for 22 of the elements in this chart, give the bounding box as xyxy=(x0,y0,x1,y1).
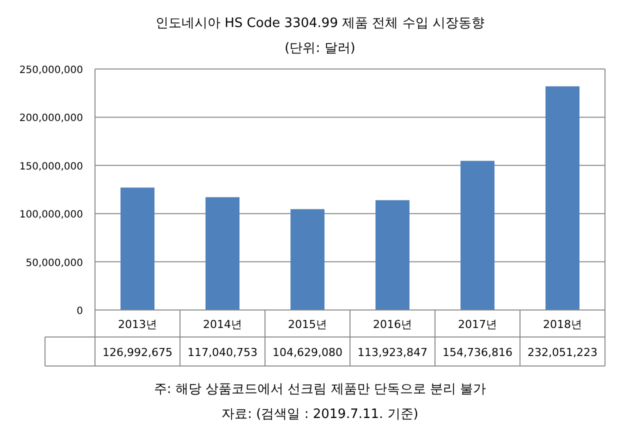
x-tick-label: 2017년 xyxy=(458,318,497,331)
x-tick-label: 2014년 xyxy=(203,318,242,331)
data-label: 113,923,847 xyxy=(358,346,428,359)
y-tick-label: 200,000,000 xyxy=(19,113,83,124)
text: 주: 해당 상품코드에서 선크림 제품만 단독으로 분리 불가 xyxy=(154,382,486,397)
y-tick-label: 150,000,000 xyxy=(19,161,83,172)
chart-title: 인도네시아 HS Code 3304.99 제품 전체 수입 시장동향 xyxy=(156,16,484,31)
x-tick-label: 2013년 xyxy=(118,318,157,331)
data-label: 117,040,753 xyxy=(188,346,258,359)
x-tick-label: 2015년 xyxy=(288,318,327,331)
x-tick-label: 2016년 xyxy=(373,318,412,331)
y-tick-label: 50,000,000 xyxy=(26,258,83,269)
data-label: 154,736,816 xyxy=(442,346,512,359)
y-tick-label: 100,000,000 xyxy=(19,210,83,221)
y-tick-label: 250,000,000 xyxy=(19,65,83,76)
y-tick-label: 0 xyxy=(76,306,83,317)
data-label: 104,629,080 xyxy=(272,346,342,359)
chart-subtitle: (단위: 달러) xyxy=(284,41,356,56)
text: 자료: (검색일 : 2019.7.11. 기준) xyxy=(222,407,418,422)
data-label: 126,992,675 xyxy=(102,346,172,359)
x-tick-label: 2018년 xyxy=(543,318,582,331)
data-label: 232,051,223 xyxy=(528,346,598,359)
